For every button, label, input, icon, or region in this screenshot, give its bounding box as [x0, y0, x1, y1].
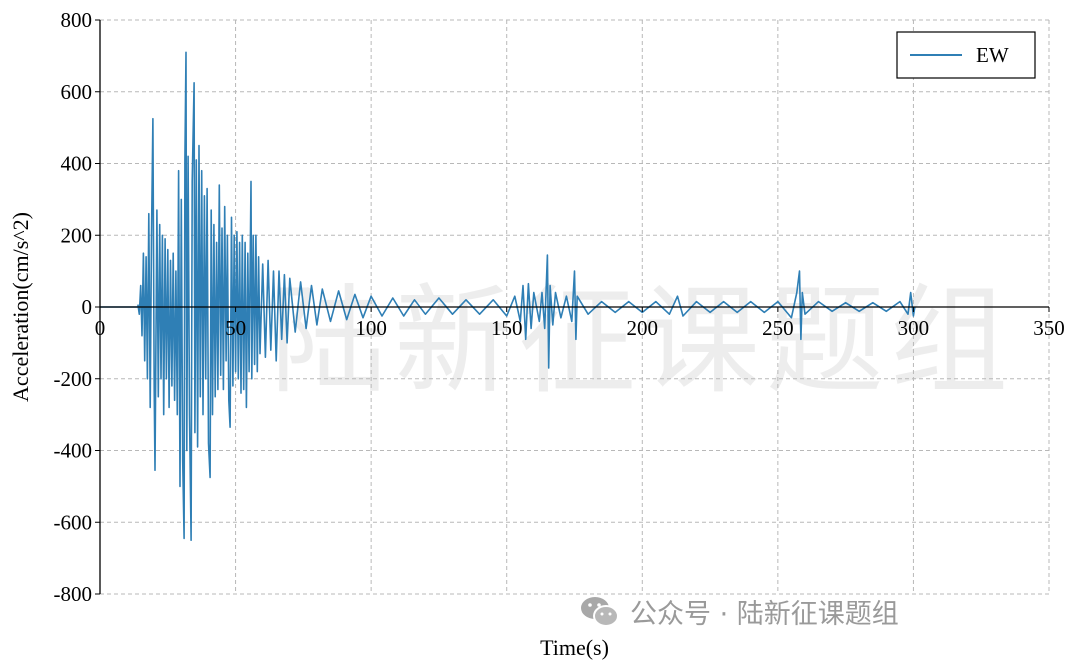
y-tick-label: 0	[82, 295, 93, 319]
y-tick-label: -800	[54, 582, 93, 606]
legend-label: EW	[976, 43, 1009, 67]
x-tick-label: 50	[225, 316, 246, 340]
y-tick-label: 200	[61, 223, 93, 247]
y-axis-label: Acceleration(cm/s^2)	[8, 212, 33, 402]
y-tick-label: -400	[54, 439, 93, 463]
y-tick-label: 400	[61, 152, 93, 176]
y-tick-label: 800	[61, 8, 93, 32]
x-tick-label: 200	[627, 316, 659, 340]
x-tick-label: 300	[898, 316, 930, 340]
x-tick-label: 250	[762, 316, 794, 340]
y-tick-label: -200	[54, 367, 93, 391]
x-tick-label: 0	[95, 316, 106, 340]
series-line-ew	[100, 51, 916, 542]
watermark-footer: 公众号 · 陆新征课题组	[580, 592, 899, 631]
wechat-icon	[581, 596, 619, 627]
x-tick-label: 350	[1033, 316, 1065, 340]
y-tick-label: 600	[61, 80, 93, 104]
x-tick-label: 150	[491, 316, 523, 340]
x-axis-label: Time(s)	[540, 635, 609, 660]
watermark-footer-text: 公众号 · 陆新征课题组	[630, 599, 899, 630]
watermark-center: 陆新征课题组	[270, 272, 1015, 410]
y-tick-label: -600	[54, 510, 93, 534]
x-tick-label: 100	[355, 316, 387, 340]
